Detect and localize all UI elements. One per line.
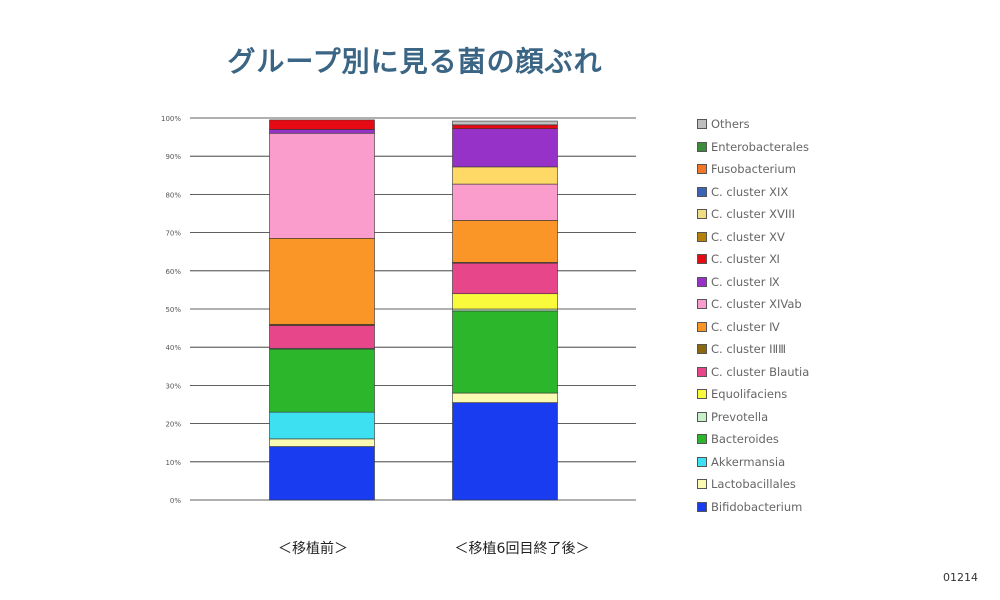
legend-item: C. cluster Ⅺ — [697, 248, 809, 271]
legend-item: C. cluster XVIII — [697, 203, 809, 226]
legend-item: C. cluster Ⅸ — [697, 271, 809, 294]
x-category-label: ＜移植前＞ — [278, 541, 348, 557]
bar-segment — [452, 402, 558, 501]
legend-item: C. cluster XIX — [697, 181, 809, 204]
legend-swatch — [697, 389, 707, 400]
bar-segment — [452, 183, 558, 221]
legend-swatch — [697, 434, 707, 445]
page-number: 01214 — [943, 571, 978, 584]
legend-item: Akkermansia — [697, 451, 809, 474]
legend-label: C. cluster Ⅳ — [711, 319, 780, 334]
legend: Others Enterobacterales Fusobacterium C. cl… — [697, 113, 809, 518]
legend-label: C. cluster XIX — [711, 184, 789, 199]
legend-label: C. cluster XVIII — [711, 207, 796, 222]
legend-label: C. cluster Blautia — [711, 364, 810, 379]
legend-item: Enterobacterales — [697, 136, 809, 159]
legend-item: C. cluster XV — [697, 226, 809, 249]
legend-swatch — [697, 164, 707, 175]
y-tick-label: 100% — [161, 115, 181, 123]
legend-item: Lactobacillales — [697, 473, 809, 496]
bar-segment — [452, 120, 558, 126]
legend-swatch — [697, 456, 707, 467]
legend-swatch — [697, 299, 707, 310]
bar-segment — [269, 348, 375, 413]
x-category-label: ＜移植6回目終了後＞ — [454, 541, 590, 557]
legend-swatch — [697, 321, 707, 332]
legend-item: C. cluster XIVab — [697, 293, 809, 316]
legend-item: Bacteroides — [697, 428, 809, 451]
legend-swatch — [697, 411, 707, 422]
bar-segment — [269, 446, 375, 501]
legend-swatch — [697, 366, 707, 377]
legend-swatch — [697, 276, 707, 287]
bar-segment — [269, 119, 375, 130]
legend-label: Bacteroides — [711, 432, 779, 447]
legend-swatch — [697, 479, 707, 490]
bar-segment — [452, 310, 558, 394]
legend-item: Fusobacterium — [697, 158, 809, 181]
legend-label: Enterobacterales — [711, 139, 809, 154]
chart-title: グループ別に見る菌の顔ぶれ — [227, 45, 603, 78]
bar-segment — [452, 166, 558, 185]
legend-label: Equolifaciens — [711, 387, 788, 402]
bar-segment — [452, 220, 558, 263]
legend-item: C. cluster ⅠⅡⅢ — [697, 338, 809, 361]
bar-segment — [269, 325, 375, 349]
legend-label: C. cluster XV — [711, 229, 785, 244]
legend-label: Fusobacterium — [711, 162, 796, 177]
legend-item: Equolifaciens — [697, 383, 809, 406]
y-tick-label: 50% — [165, 306, 181, 314]
y-tick-label: 30% — [165, 382, 181, 390]
legend-swatch — [697, 141, 707, 152]
bar-segment — [452, 262, 558, 295]
legend-swatch — [697, 231, 707, 242]
bar-segment — [452, 392, 558, 403]
bar-segment — [452, 124, 558, 129]
legend-label: C. cluster ⅠⅡⅢ — [711, 342, 787, 357]
legend-label: Akkermansia — [711, 454, 786, 469]
y-tick-label: 80% — [165, 191, 181, 199]
legend-item: Prevotella — [697, 406, 809, 429]
bar-segment — [269, 129, 375, 134]
legend-swatch — [697, 344, 707, 355]
y-tick-label: 90% — [165, 153, 181, 161]
y-tick-label: 0% — [170, 497, 181, 505]
legend-label: C. cluster XIVab — [711, 297, 802, 312]
y-tick-label: 60% — [165, 268, 181, 276]
bar-segment — [269, 132, 375, 239]
legend-swatch — [697, 254, 707, 265]
bar-segment — [269, 438, 375, 447]
bar-segment — [452, 128, 558, 168]
legend-item: Bifidobacterium — [697, 496, 809, 519]
legend-label: C. cluster Ⅸ — [711, 274, 780, 289]
legend-swatch — [697, 501, 707, 512]
legend-swatch — [697, 119, 707, 130]
y-tick-label: 70% — [165, 230, 181, 238]
y-tick-label: 20% — [165, 421, 181, 429]
legend-label: Bifidobacterium — [711, 499, 803, 514]
bar-segment — [452, 293, 558, 310]
legend-swatch — [697, 186, 707, 197]
y-tick-label: 40% — [165, 344, 181, 352]
bar-segment — [269, 411, 375, 440]
legend-label: C. cluster Ⅺ — [711, 252, 780, 267]
legend-item: Others — [697, 113, 809, 136]
bar-segment — [269, 238, 375, 325]
y-tick-label: 10% — [165, 459, 181, 467]
legend-label: Prevotella — [711, 409, 769, 424]
legend-label: Lactobacillales — [711, 477, 796, 492]
legend-item: C. cluster Blautia — [697, 361, 809, 384]
legend-item: C. cluster Ⅳ — [697, 316, 809, 339]
legend-label: Others — [711, 117, 750, 132]
legend-swatch — [697, 209, 707, 220]
